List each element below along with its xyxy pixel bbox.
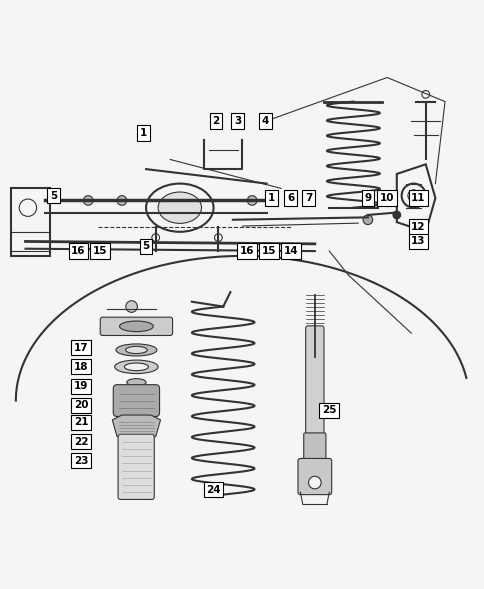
Ellipse shape: [115, 360, 158, 373]
Circle shape: [363, 215, 372, 224]
Text: 21: 21: [74, 417, 88, 427]
Text: 13: 13: [410, 236, 425, 246]
Text: 6: 6: [287, 193, 294, 203]
FancyBboxPatch shape: [113, 385, 159, 416]
Polygon shape: [112, 415, 160, 437]
FancyBboxPatch shape: [118, 434, 154, 499]
FancyBboxPatch shape: [100, 317, 172, 336]
Text: 15: 15: [261, 246, 276, 256]
Circle shape: [308, 477, 320, 489]
Ellipse shape: [116, 344, 157, 356]
Circle shape: [392, 211, 400, 219]
Circle shape: [117, 196, 126, 206]
Ellipse shape: [125, 346, 147, 353]
Text: 2: 2: [212, 116, 219, 126]
Text: 1: 1: [140, 128, 147, 138]
Text: 12: 12: [410, 222, 425, 232]
Text: 18: 18: [74, 362, 88, 372]
Ellipse shape: [124, 363, 148, 370]
FancyBboxPatch shape: [303, 433, 325, 465]
Text: 9: 9: [363, 193, 371, 203]
Circle shape: [83, 196, 93, 206]
Text: 5: 5: [50, 191, 57, 201]
Text: 15: 15: [93, 246, 107, 256]
Text: 17: 17: [74, 343, 88, 353]
Text: 3: 3: [234, 116, 241, 126]
Text: 16: 16: [71, 246, 86, 256]
Text: 4: 4: [261, 116, 269, 126]
Text: 10: 10: [379, 193, 393, 203]
Text: 16: 16: [240, 246, 254, 256]
Text: 25: 25: [321, 405, 336, 415]
FancyBboxPatch shape: [305, 326, 323, 446]
Text: 7: 7: [304, 193, 312, 203]
Circle shape: [125, 301, 137, 312]
Circle shape: [247, 196, 257, 206]
Text: 23: 23: [74, 456, 88, 466]
Text: 5: 5: [142, 241, 150, 252]
Text: 22: 22: [74, 436, 88, 446]
FancyBboxPatch shape: [297, 458, 331, 495]
Ellipse shape: [126, 379, 146, 386]
Text: 14: 14: [283, 246, 298, 256]
Text: 11: 11: [410, 193, 425, 203]
Ellipse shape: [158, 192, 201, 223]
Text: 1: 1: [267, 193, 274, 203]
Ellipse shape: [119, 321, 153, 332]
Text: 19: 19: [74, 381, 88, 391]
Text: 20: 20: [74, 401, 88, 411]
Text: 24: 24: [206, 485, 220, 495]
